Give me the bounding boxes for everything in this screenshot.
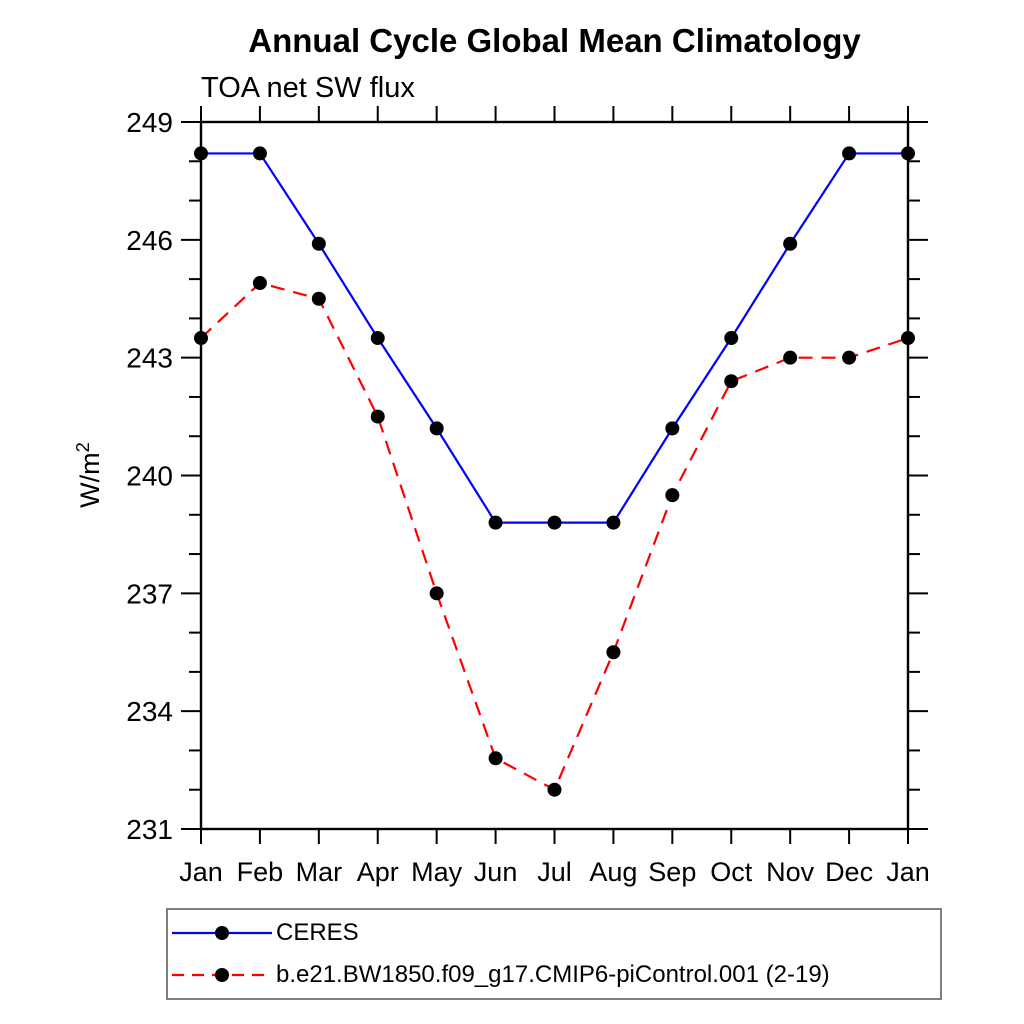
y-tick-label: 249 [126, 107, 173, 138]
data-point-marker [252, 276, 267, 291]
y-tick-label: 246 [126, 225, 173, 256]
data-point-marker [194, 331, 208, 346]
data-point-marker [547, 782, 562, 797]
data-point-marker [783, 350, 798, 365]
data-point-marker [901, 331, 915, 346]
data-point-marker [370, 409, 385, 424]
y-tick-label: 231 [126, 814, 173, 845]
chart-title: Annual Cycle Global Mean Climatology [248, 22, 861, 59]
data-point-marker [429, 586, 444, 601]
y-tick-label: 237 [126, 578, 173, 609]
x-tick-label: May [411, 857, 463, 887]
legend-marker [215, 926, 229, 940]
y-tick-label: 240 [126, 461, 173, 492]
x-tick-label: Nov [766, 857, 815, 887]
series-line-0 [201, 152, 908, 524]
legend-item: b.e21.BW1850.f09_g17.CMIP6-piControl.001… [170, 958, 940, 992]
legend-line-sample [172, 926, 272, 940]
x-tick-label: Jun [474, 857, 518, 887]
x-tick-label: Mar [296, 857, 343, 887]
data-point-marker [842, 350, 857, 365]
data-point-marker [724, 374, 739, 389]
data-point-marker [429, 421, 444, 436]
chart-subtitle: TOA net SW flux [201, 72, 415, 104]
x-tick-label: Apr [357, 857, 399, 887]
data-point-marker [842, 146, 857, 161]
data-point-marker [665, 421, 680, 436]
plot-frame [199, 120, 910, 831]
data-point-marker [488, 515, 503, 530]
legend-marker [215, 968, 229, 982]
data-point-marker [194, 146, 208, 161]
data-point-marker [252, 146, 267, 161]
data-point-marker [547, 515, 562, 530]
y-tick-label: 234 [126, 696, 173, 727]
legend-item: CERES [170, 916, 940, 950]
x-tick-label: Jan [179, 857, 223, 887]
data-point-marker [665, 488, 680, 503]
legend: CERES b.e21.BW1850.f09_g17.CMIP6-piContro… [166, 908, 942, 1000]
x-tick-label: Dec [825, 857, 873, 887]
data-point-marker [783, 236, 798, 251]
data-point-marker [901, 146, 915, 161]
x-tick-label: Aug [589, 857, 637, 887]
x-tick-label: Jan [886, 857, 930, 887]
x-tick-label: Jul [537, 857, 572, 887]
x-tick-label: Sep [648, 857, 696, 887]
y-tick-label: 243 [126, 343, 173, 374]
legend-label: b.e21.BW1850.f09_g17.CMIP6-piControl.001… [276, 961, 830, 988]
series-line-1 [200, 281, 909, 792]
x-tick-label: Feb [237, 857, 284, 887]
x-tick-label: Oct [710, 857, 753, 887]
data-point-marker [311, 236, 326, 251]
data-point-marker [724, 331, 739, 346]
data-point-marker [488, 751, 503, 766]
legend-line-sample [172, 968, 272, 982]
data-point-marker [311, 291, 326, 306]
data-point-marker [370, 331, 385, 346]
legend-label: CERES [276, 919, 359, 946]
data-point-marker [606, 515, 621, 530]
data-point-marker [606, 645, 621, 660]
